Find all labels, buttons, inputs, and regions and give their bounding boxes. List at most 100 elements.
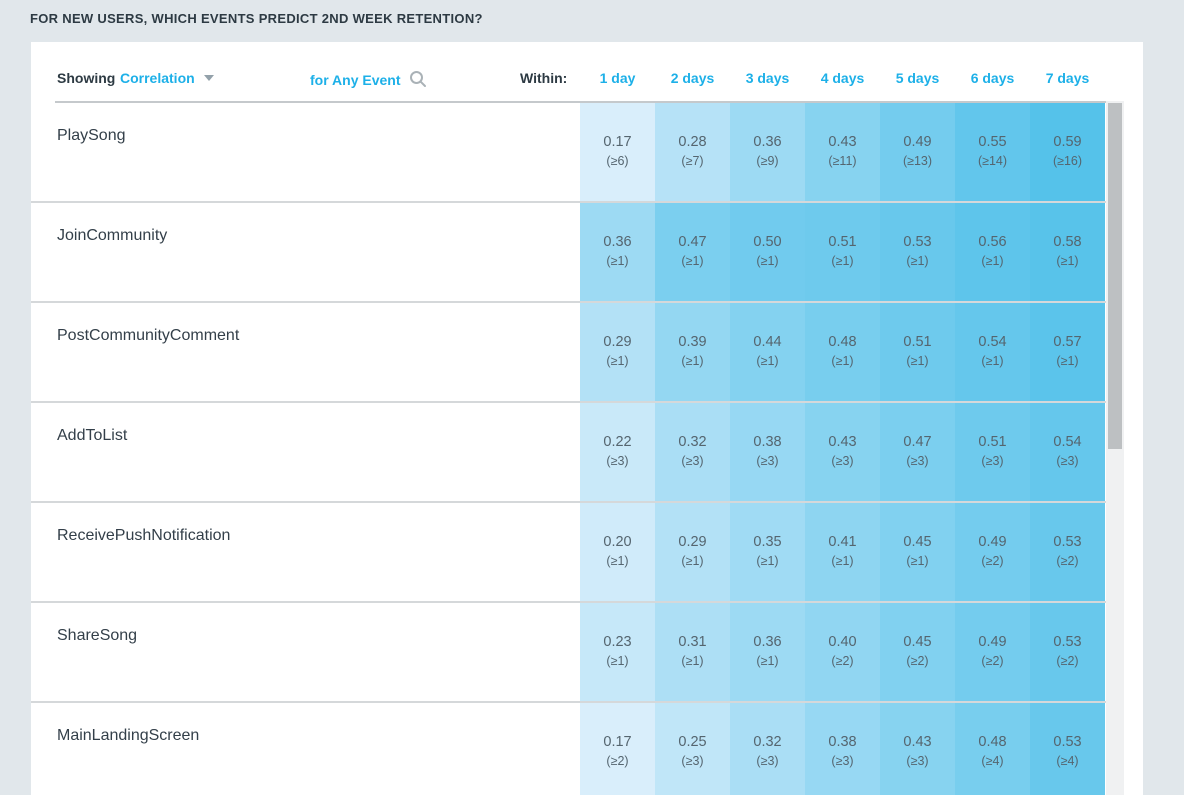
correlation-cell[interactable]: 0.48 (≥1) [805, 303, 880, 401]
correlation-threshold: (≥2) [955, 554, 1030, 568]
correlation-value: 0.29 [655, 534, 730, 550]
correlation-cell[interactable]: 0.32 (≥3) [730, 703, 805, 795]
toolbar: Showing Correlation for Any Event Within… [31, 42, 1143, 101]
correlation-cell[interactable]: 0.53 (≥4) [1030, 703, 1105, 795]
correlation-cell[interactable]: 0.41 (≥1) [805, 503, 880, 601]
correlation-cell[interactable]: 0.32 (≥3) [655, 403, 730, 501]
correlation-cell[interactable]: 0.28 (≥7) [655, 103, 730, 201]
correlation-cell[interactable]: 0.20 (≥1) [580, 503, 655, 601]
correlation-cell[interactable]: 0.45 (≥2) [880, 603, 955, 701]
correlation-cell[interactable]: 0.50 (≥1) [730, 203, 805, 301]
correlation-cell[interactable]: 0.53 (≥2) [1030, 503, 1105, 601]
correlation-cell[interactable]: 0.49 (≥2) [955, 503, 1030, 601]
event-filter-button[interactable]: for Any Event [310, 70, 427, 88]
column-header-day[interactable]: 1 day [580, 70, 655, 86]
correlation-cell[interactable]: 0.48 (≥4) [955, 703, 1030, 795]
correlation-cell[interactable]: 0.49 (≥2) [955, 603, 1030, 701]
correlation-value: 0.58 [1030, 234, 1105, 250]
correlation-cell[interactable]: 0.59 (≥16) [1030, 103, 1105, 201]
correlation-cell[interactable]: 0.36 (≥9) [730, 103, 805, 201]
correlation-threshold: (≥14) [955, 154, 1030, 168]
metric-dropdown-value: Correlation [120, 70, 195, 86]
correlation-cell[interactable]: 0.58 (≥1) [1030, 203, 1105, 301]
correlation-threshold: (≥3) [580, 454, 655, 468]
correlation-value: 0.48 [805, 334, 880, 350]
correlation-cell[interactable]: 0.57 (≥1) [1030, 303, 1105, 401]
correlation-cell[interactable]: 0.44 (≥1) [730, 303, 805, 401]
column-header-day[interactable]: 6 days [955, 70, 1030, 86]
event-name-label[interactable]: PostCommunityComment [57, 327, 239, 345]
correlation-value: 0.47 [655, 234, 730, 250]
correlation-cell[interactable]: 0.51 (≥3) [955, 403, 1030, 501]
correlation-cell[interactable]: 0.51 (≥1) [880, 303, 955, 401]
correlation-cell[interactable]: 0.39 (≥1) [655, 303, 730, 401]
correlation-cell[interactable]: 0.36 (≥1) [580, 203, 655, 301]
correlation-cell[interactable]: 0.47 (≥3) [880, 403, 955, 501]
correlation-cell[interactable]: 0.38 (≥3) [730, 403, 805, 501]
event-name-label[interactable]: MainLandingScreen [57, 727, 199, 745]
correlation-value: 0.38 [730, 434, 805, 450]
correlation-value: 0.48 [955, 734, 1030, 750]
table-row: JoinCommunity 0.36 (≥1) 0.47 (≥1) 0.50 (… [31, 203, 1106, 303]
correlation-cell[interactable]: 0.53 (≥1) [880, 203, 955, 301]
correlation-matrix-card: Showing Correlation for Any Event Within… [31, 42, 1143, 795]
correlation-cell[interactable]: 0.43 (≥3) [880, 703, 955, 795]
event-name-label[interactable]: ShareSong [57, 627, 137, 645]
correlation-cell[interactable]: 0.43 (≥11) [805, 103, 880, 201]
metric-dropdown[interactable]: Correlation [120, 70, 214, 86]
correlation-threshold: (≥1) [655, 354, 730, 368]
correlation-threshold: (≥1) [955, 354, 1030, 368]
correlation-threshold: (≥1) [580, 354, 655, 368]
correlation-threshold: (≥1) [730, 354, 805, 368]
correlation-value: 0.49 [880, 134, 955, 150]
table-row: ReceivePushNotification 0.20 (≥1) 0.29 (… [31, 503, 1106, 603]
event-name-label[interactable]: PlaySong [57, 127, 126, 145]
correlation-cell[interactable]: 0.49 (≥13) [880, 103, 955, 201]
correlation-cell[interactable]: 0.31 (≥1) [655, 603, 730, 701]
correlation-threshold: (≥11) [805, 154, 880, 168]
correlation-value: 0.54 [955, 334, 1030, 350]
correlation-cell[interactable]: 0.53 (≥2) [1030, 603, 1105, 701]
correlation-cell[interactable]: 0.43 (≥3) [805, 403, 880, 501]
correlation-value: 0.20 [580, 534, 655, 550]
vertical-scrollbar[interactable] [1106, 101, 1124, 795]
correlation-cell[interactable]: 0.36 (≥1) [730, 603, 805, 701]
correlation-cell[interactable]: 0.38 (≥3) [805, 703, 880, 795]
correlation-cell[interactable]: 0.54 (≥1) [955, 303, 1030, 401]
scrollbar-thumb[interactable] [1108, 103, 1122, 449]
correlation-value: 0.51 [880, 334, 955, 350]
event-name-label[interactable]: JoinCommunity [57, 227, 167, 245]
correlation-cell[interactable]: 0.25 (≥3) [655, 703, 730, 795]
correlation-cell[interactable]: 0.40 (≥2) [805, 603, 880, 701]
correlation-cell[interactable]: 0.54 (≥3) [1030, 403, 1105, 501]
correlation-value: 0.40 [805, 634, 880, 650]
table-row: ShareSong 0.23 (≥1) 0.31 (≥1) 0.36 (≥1) … [31, 603, 1106, 703]
event-name-label[interactable]: AddToList [57, 427, 127, 445]
correlation-cell[interactable]: 0.17 (≥6) [580, 103, 655, 201]
correlation-cell[interactable]: 0.35 (≥1) [730, 503, 805, 601]
correlation-cell[interactable]: 0.29 (≥1) [655, 503, 730, 601]
correlation-cell[interactable]: 0.29 (≥1) [580, 303, 655, 401]
correlation-value: 0.38 [805, 734, 880, 750]
column-header-day[interactable]: 4 days [805, 70, 880, 86]
column-header-day[interactable]: 2 days [655, 70, 730, 86]
correlation-cell[interactable]: 0.55 (≥14) [955, 103, 1030, 201]
row-cells: 0.23 (≥1) 0.31 (≥1) 0.36 (≥1) 0.40 (≥2) … [580, 603, 1105, 701]
correlation-cell[interactable]: 0.22 (≥3) [580, 403, 655, 501]
correlation-threshold: (≥2) [955, 654, 1030, 668]
correlation-cell[interactable]: 0.45 (≥1) [880, 503, 955, 601]
correlation-value: 0.47 [880, 434, 955, 450]
column-header-day[interactable]: 7 days [1030, 70, 1105, 86]
correlation-cell[interactable]: 0.47 (≥1) [655, 203, 730, 301]
correlation-cell[interactable]: 0.51 (≥1) [805, 203, 880, 301]
correlation-value: 0.17 [580, 734, 655, 750]
correlation-threshold: (≥1) [580, 654, 655, 668]
column-header-day[interactable]: 5 days [880, 70, 955, 86]
correlation-cell[interactable]: 0.17 (≥2) [580, 703, 655, 795]
correlation-cell[interactable]: 0.23 (≥1) [580, 603, 655, 701]
correlation-threshold: (≥1) [730, 554, 805, 568]
correlation-threshold: (≥3) [805, 454, 880, 468]
column-header-day[interactable]: 3 days [730, 70, 805, 86]
correlation-cell[interactable]: 0.56 (≥1) [955, 203, 1030, 301]
event-name-label[interactable]: ReceivePushNotification [57, 527, 230, 545]
